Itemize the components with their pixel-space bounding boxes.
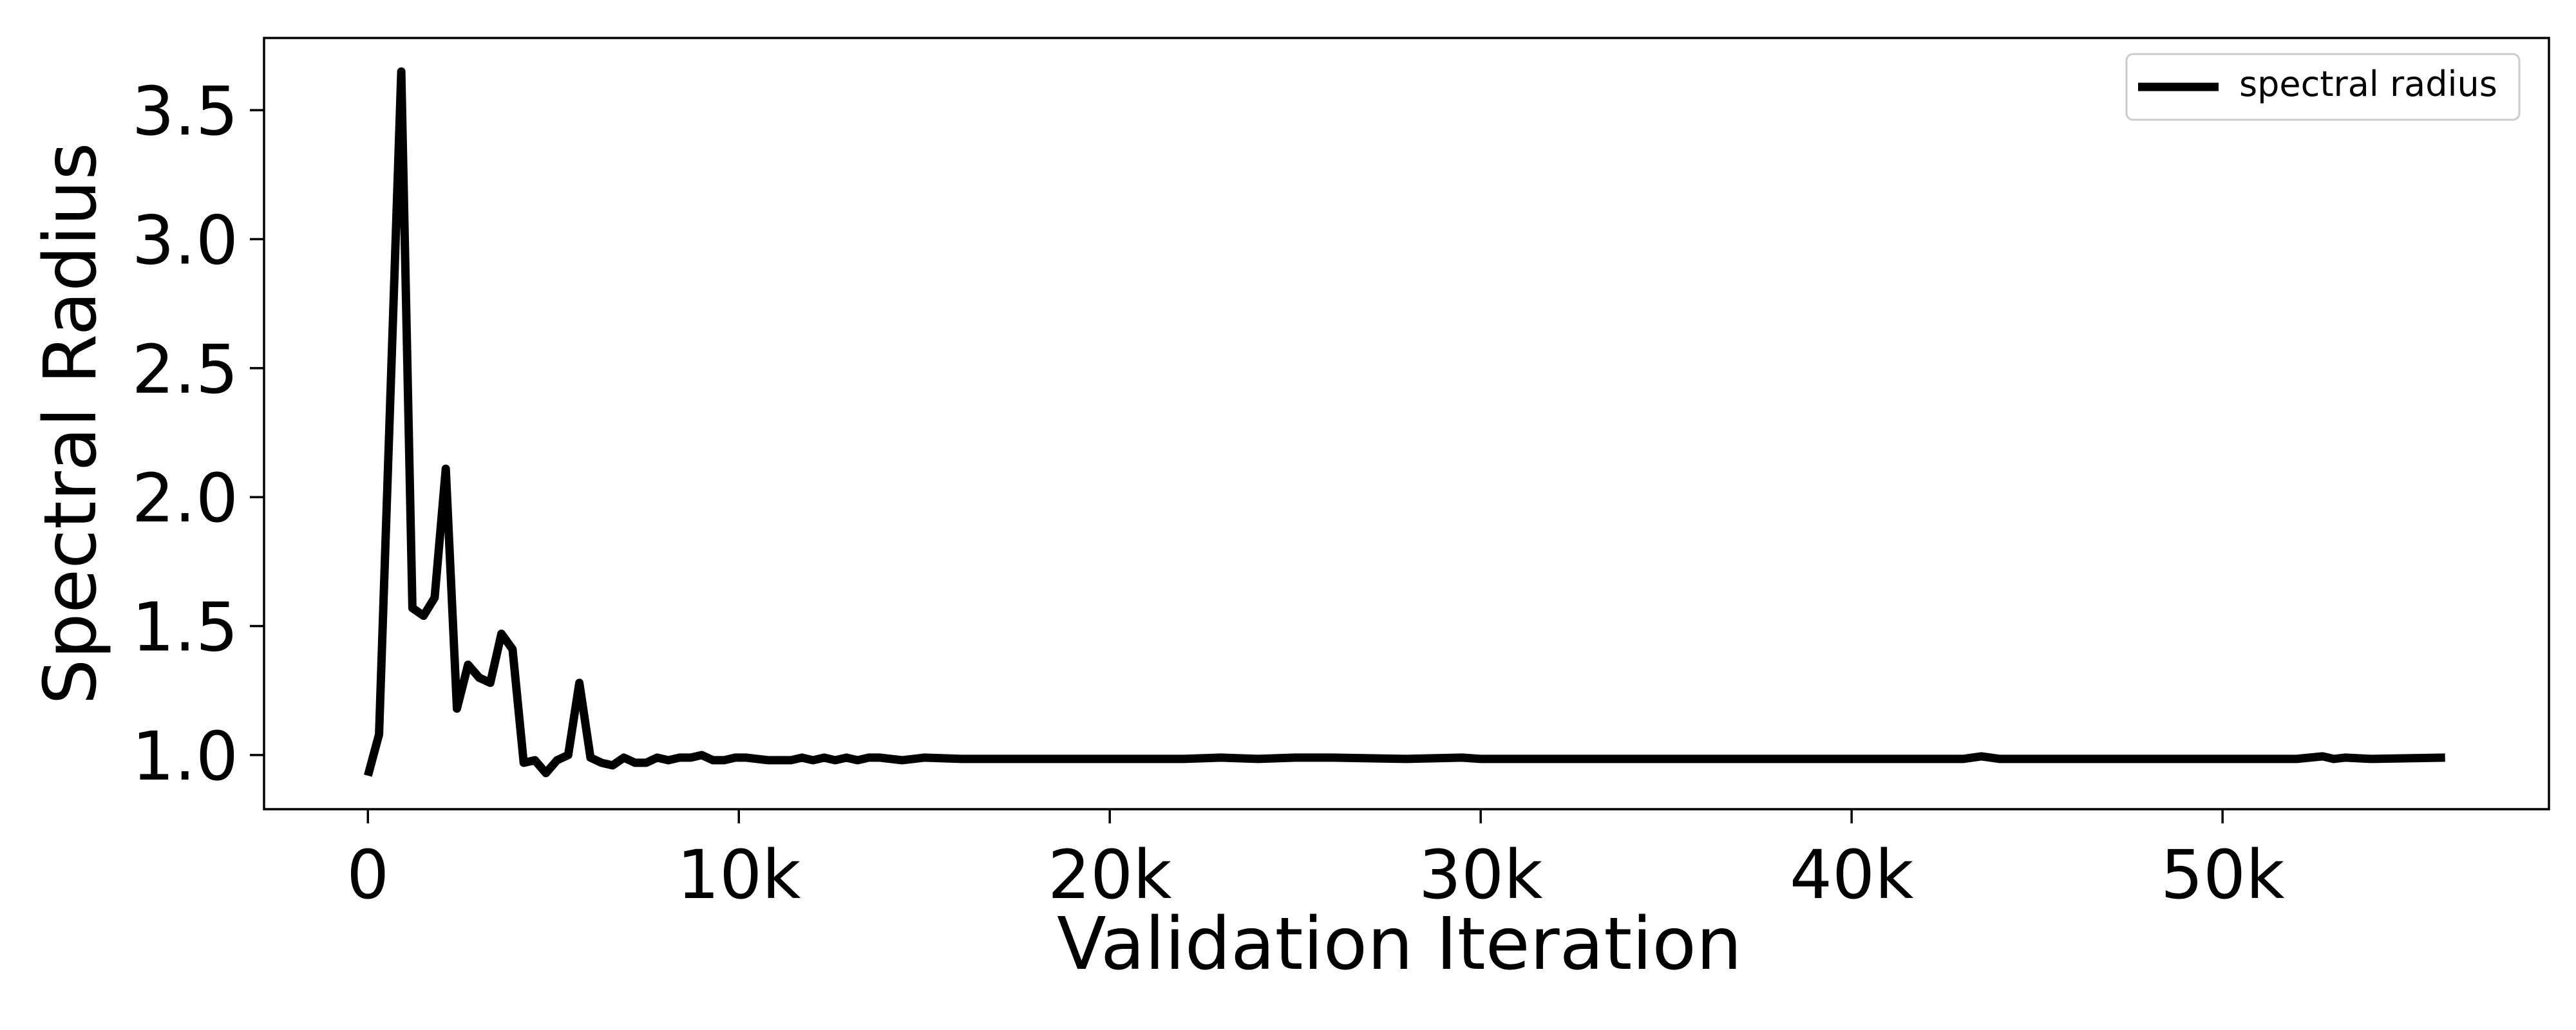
plot-frame [263, 37, 2550, 810]
y-tick-label: 1.0 [132, 717, 238, 796]
y-tick-label: 3.5 [132, 72, 238, 151]
x-axis-label: Validation Iteration [1057, 903, 1742, 986]
x-tick-label: 50k [2161, 836, 2285, 914]
legend-label: spectral radius [2239, 64, 2497, 104]
plot-area [264, 38, 2549, 809]
y-tick-label: 2.0 [132, 459, 238, 538]
x-tick-label: 40k [1790, 836, 1914, 914]
legend-box [2125, 53, 2521, 121]
x-tick-label: 10k [677, 836, 801, 914]
legend: spectral radius [2125, 53, 2521, 121]
x-tick-label: 20k [1048, 836, 1172, 914]
y-tick-label: 3.0 [132, 201, 238, 280]
x-tick-label: 30k [1419, 836, 1543, 914]
y-axis-label: Spectral Radius [29, 142, 113, 705]
x-axis-ticks: 0 10k 20k 30k 40k 50k [346, 809, 2284, 914]
y-tick-label: 2.5 [132, 330, 238, 409]
y-tick-label: 1.5 [132, 588, 238, 667]
x-tick-label: 0 [346, 836, 389, 914]
spectral-radius-line [364, 67, 2445, 778]
y-axis-ticks: 1.0 1.5 2.0 2.5 3.0 3.5 [132, 72, 264, 796]
